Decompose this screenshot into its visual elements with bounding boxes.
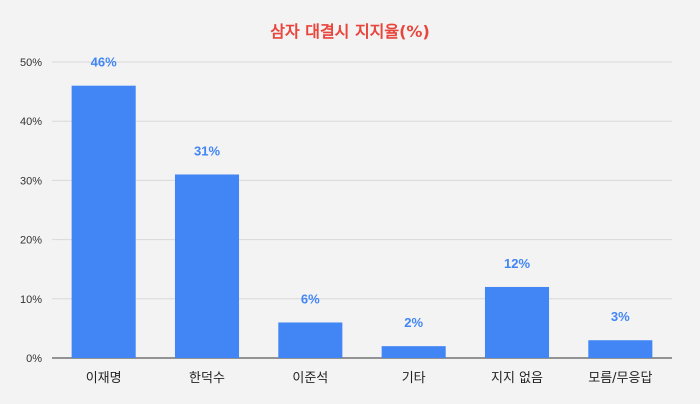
x-axis: 이재명 한덕수 이준석 기타 지지 없음 모름/무응답: [86, 371, 653, 386]
x-tick-label: 모름/무응답: [588, 371, 652, 386]
x-tick-label: 기타: [402, 371, 426, 386]
data-label: 31%: [194, 143, 220, 158]
bar: [71, 85, 136, 359]
data-labels: 46% 31% 6% 2% 12% 3%: [91, 55, 631, 330]
y-tick-label: 20%: [20, 235, 42, 247]
data-label: 2%: [404, 315, 423, 330]
chart-title: 삼자 대결시 지지율(%): [270, 22, 430, 41]
grid-lines: [52, 61, 672, 359]
y-tick-label: 40%: [20, 116, 42, 128]
y-tick-label: 30%: [20, 175, 42, 187]
data-label: 6%: [301, 291, 320, 306]
bar: [588, 340, 653, 358]
y-axis: 0% 10% 20% 30% 40% 50%: [20, 57, 42, 365]
bar: [278, 322, 343, 358]
x-tick-label: 지지 없음: [491, 371, 543, 386]
y-tick-label: 50%: [20, 57, 42, 69]
y-tick-label: 10%: [20, 294, 42, 306]
y-tick-label: 0%: [26, 353, 42, 365]
x-tick-label: 이준석: [292, 371, 328, 386]
bars: [71, 85, 653, 359]
data-label: 12%: [504, 256, 530, 271]
bar: [381, 346, 446, 358]
bar: [174, 174, 240, 358]
data-label: 46%: [91, 55, 117, 70]
x-tick-label: 이재명: [86, 371, 122, 386]
data-label: 3%: [611, 309, 630, 324]
x-tick-label: 한덕수: [189, 371, 225, 386]
bar: [484, 286, 550, 358]
